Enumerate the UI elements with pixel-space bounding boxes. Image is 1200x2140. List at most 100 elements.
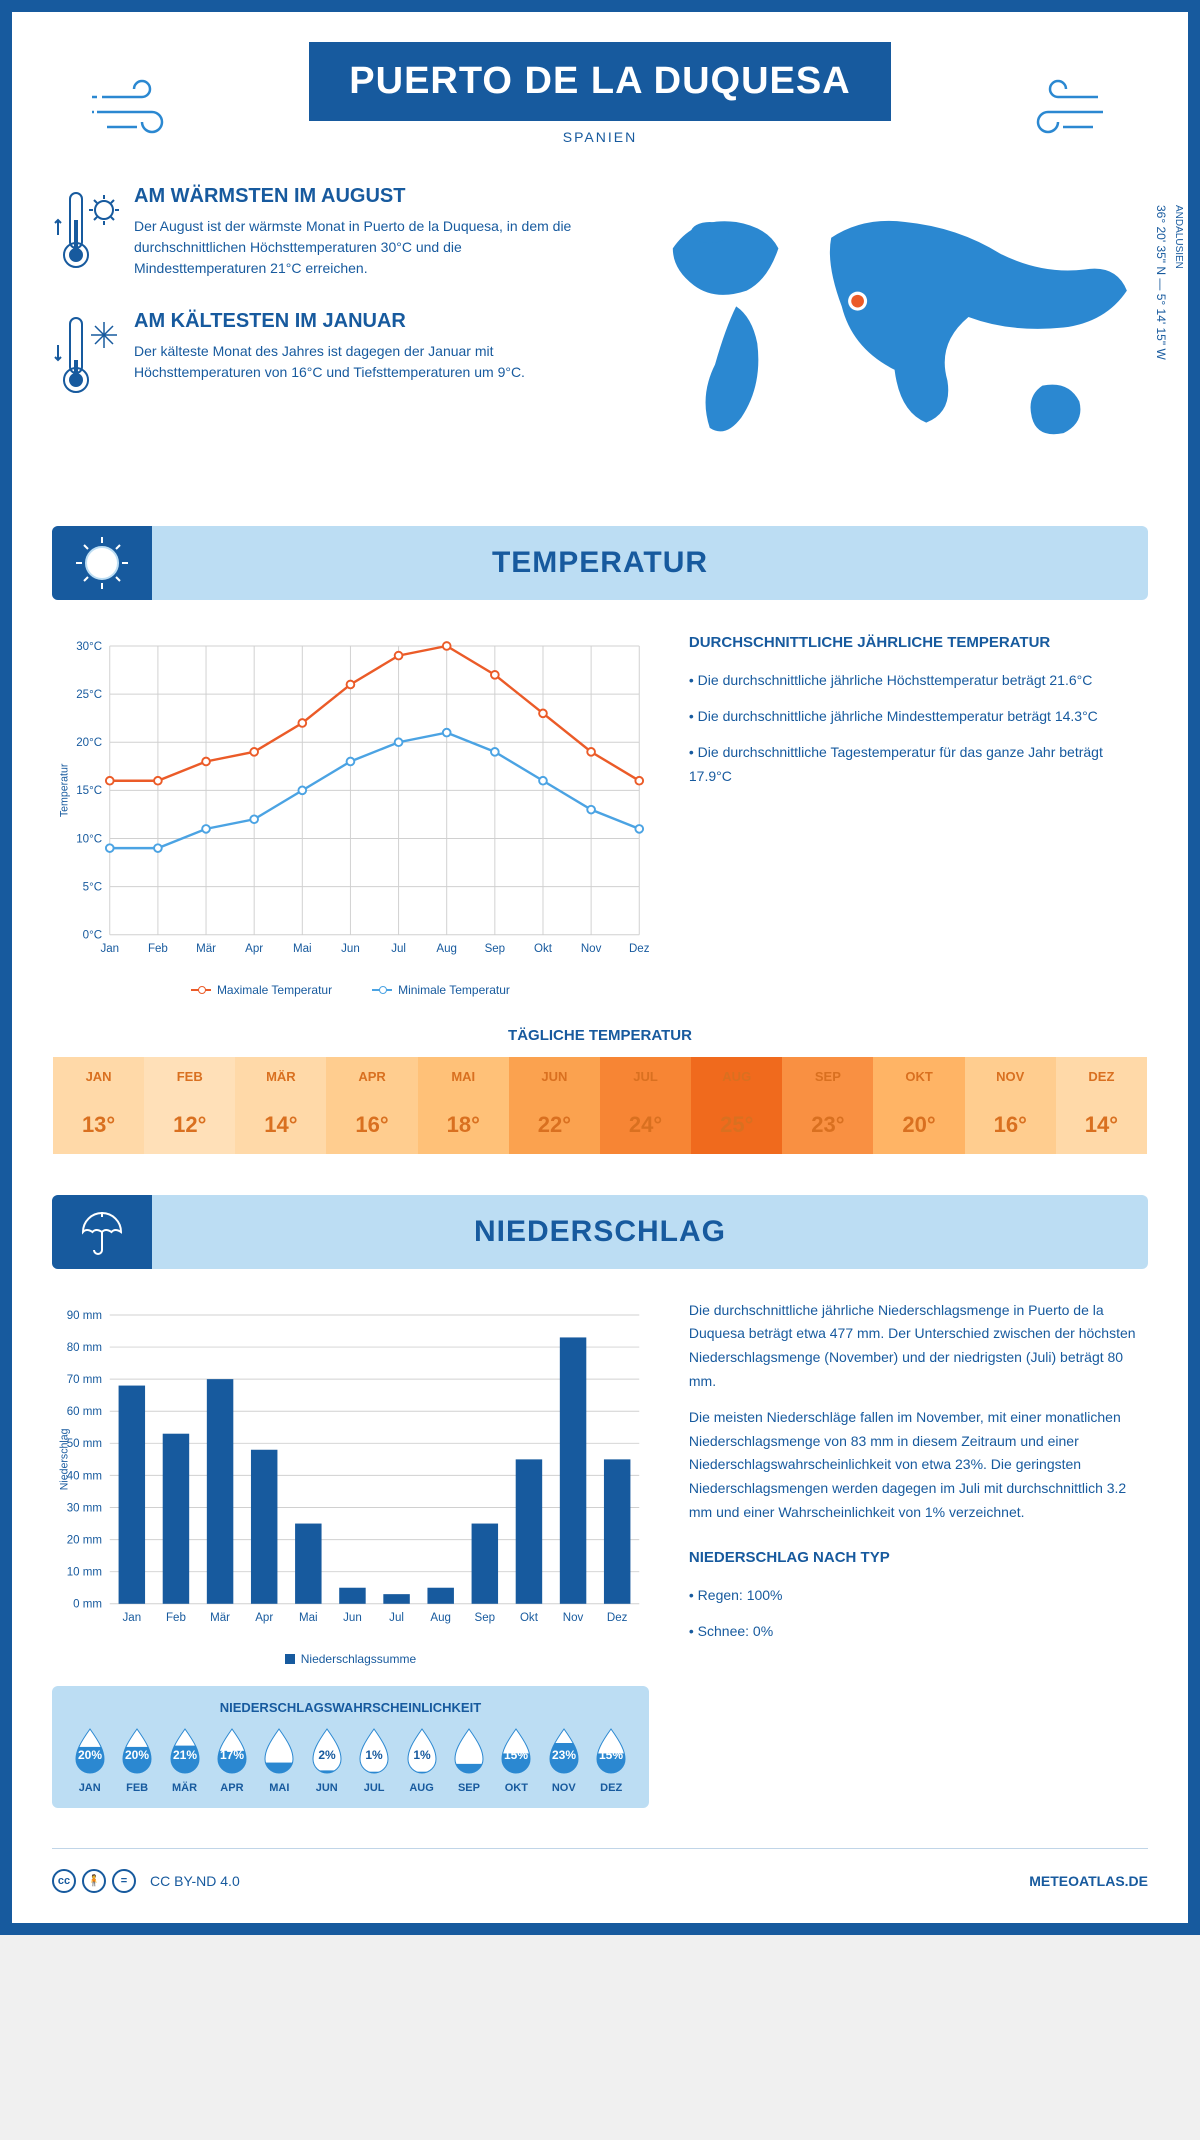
svg-text:1%: 1% xyxy=(413,1748,431,1762)
temp-bullet: • Die durchschnittliche jährliche Höchst… xyxy=(689,669,1148,693)
by-icon: 🧍 xyxy=(82,1869,106,1893)
temperature-section-header: TEMPERATUR xyxy=(52,526,1148,600)
coordinates: 36° 20' 35" N — 5° 14' 15" W xyxy=(1154,205,1168,360)
precip-drop: 7% SEP xyxy=(449,1725,489,1794)
svg-text:Jan: Jan xyxy=(100,943,119,955)
svg-text:20%: 20% xyxy=(125,1748,149,1762)
svg-text:Jul: Jul xyxy=(389,1612,404,1624)
svg-text:Feb: Feb xyxy=(148,943,168,955)
precip-drop: 17% APR xyxy=(212,1725,252,1794)
temperature-title: TEMPERATUR xyxy=(72,546,1128,580)
svg-text:21%: 21% xyxy=(173,1748,197,1762)
svg-text:Aug: Aug xyxy=(430,1612,451,1624)
svg-text:8%: 8% xyxy=(271,1748,289,1762)
nd-icon: = xyxy=(112,1869,136,1893)
warmest-title: AM WÄRMSTEN IM AUGUST xyxy=(134,185,580,208)
warmest-text: Der August ist der wärmste Monat in Puer… xyxy=(134,216,580,279)
svg-text:Jul: Jul xyxy=(391,943,406,955)
svg-text:90 mm: 90 mm xyxy=(67,1309,102,1321)
svg-text:Dez: Dez xyxy=(607,1612,628,1624)
svg-text:Sep: Sep xyxy=(485,943,506,955)
svg-text:Dez: Dez xyxy=(629,943,649,955)
svg-text:Apr: Apr xyxy=(245,943,263,955)
thermometer-cold-icon xyxy=(52,310,122,400)
precip-prob-title: NIEDERSCHLAGSWAHRSCHEINLICHKEIT xyxy=(66,1700,635,1715)
page-title: PUERTO DE LA DUQUESA xyxy=(349,60,850,103)
bar-legend-label: Niederschlagssumme xyxy=(301,1652,416,1666)
temp-text-title: DURCHSCHNITTLICHE JÄHRLICHE TEMPERATUR xyxy=(689,630,1148,656)
precip-section-header: NIEDERSCHLAG xyxy=(52,1195,1148,1269)
svg-text:30°C: 30°C xyxy=(76,640,102,652)
svg-text:50 mm: 50 mm xyxy=(67,1438,102,1450)
world-map xyxy=(620,185,1148,481)
temp-bullet: • Die durchschnittliche jährliche Mindes… xyxy=(689,705,1148,729)
svg-text:Nov: Nov xyxy=(581,943,602,955)
precip-type-snow: • Schnee: 0% xyxy=(689,1620,1148,1644)
precip-drop: 15% OKT xyxy=(496,1725,536,1794)
wind-icon xyxy=(92,72,192,142)
svg-text:Sep: Sep xyxy=(475,1612,496,1624)
line-chart-legend: .legend-swatch[style*='#eb5b28']::after{… xyxy=(52,983,649,997)
svg-text:Jan: Jan xyxy=(123,1612,142,1624)
precip-drop: 21% MÄR xyxy=(165,1725,205,1794)
svg-text:70 mm: 70 mm xyxy=(67,1374,102,1386)
precip-drop: 20% FEB xyxy=(117,1725,157,1794)
svg-text:30 mm: 30 mm xyxy=(67,1502,102,1514)
precip-type-rain: • Regen: 100% xyxy=(689,1584,1148,1608)
region-label: ANDALUSIEN xyxy=(1173,205,1184,269)
precip-drop: 1% AUG xyxy=(402,1725,442,1794)
svg-text:Mai: Mai xyxy=(299,1612,318,1624)
precip-text: Die meisten Niederschläge fallen im Nove… xyxy=(689,1406,1148,1525)
svg-text:Feb: Feb xyxy=(166,1612,186,1624)
temp-bullet: • Die durchschnittliche Tagestemperatur … xyxy=(689,741,1148,789)
svg-text:Apr: Apr xyxy=(255,1612,273,1624)
svg-text:10 mm: 10 mm xyxy=(67,1566,102,1578)
cc-icon: cc xyxy=(52,1869,76,1893)
svg-text:40 mm: 40 mm xyxy=(67,1470,102,1482)
svg-text:Temperatur: Temperatur xyxy=(58,763,70,817)
precip-drop: 1% JUL xyxy=(354,1725,394,1794)
precip-drop: 2% JUN xyxy=(307,1725,347,1794)
precip-drop: 23% NOV xyxy=(544,1725,584,1794)
svg-text:2%: 2% xyxy=(318,1748,336,1762)
umbrella-icon xyxy=(75,1204,130,1259)
daily-temp-table: JANFEBMÄRAPRMAIJUNJULAUGSEPOKTNOVDEZ13°1… xyxy=(52,1056,1148,1155)
svg-text:15%: 15% xyxy=(504,1748,528,1762)
svg-text:17%: 17% xyxy=(220,1748,244,1762)
svg-text:20°C: 20°C xyxy=(76,737,102,749)
precip-drop: 20% JAN xyxy=(70,1725,110,1794)
svg-text:1%: 1% xyxy=(365,1748,383,1762)
svg-text:20 mm: 20 mm xyxy=(67,1534,102,1546)
precip-probability-panel: NIEDERSCHLAGSWAHRSCHEINLICHKEIT 20% JAN … xyxy=(52,1686,649,1808)
svg-text:Niederschlag: Niederschlag xyxy=(58,1428,70,1490)
svg-text:15°C: 15°C xyxy=(76,785,102,797)
svg-text:Okt: Okt xyxy=(520,1612,539,1624)
svg-text:15%: 15% xyxy=(599,1748,623,1762)
coldest-block: AM KÄLTESTEN IM JANUAR Der kälteste Mona… xyxy=(52,310,580,405)
svg-text:Mai: Mai xyxy=(293,943,312,955)
svg-text:Mär: Mär xyxy=(196,943,216,955)
title-banner: PUERTO DE LA DUQUESA xyxy=(309,42,890,121)
svg-text:80 mm: 80 mm xyxy=(67,1342,102,1354)
precip-text: Die durchschnittliche jährliche Niedersc… xyxy=(689,1299,1148,1394)
svg-text:Mär: Mär xyxy=(210,1612,230,1624)
svg-text:Nov: Nov xyxy=(563,1612,584,1624)
precip-bar-chart: 0 mm10 mm20 mm30 mm40 mm50 mm60 mm70 mm8… xyxy=(52,1299,649,1639)
bar-chart-legend: Niederschlagssumme xyxy=(52,1652,649,1666)
precip-drop: 8% MAI xyxy=(259,1725,299,1794)
svg-text:5°C: 5°C xyxy=(83,881,102,893)
svg-text:10°C: 10°C xyxy=(76,833,102,845)
daily-temp-title: TÄGLICHE TEMPERATUR xyxy=(52,1027,1148,1044)
svg-text:23%: 23% xyxy=(552,1748,576,1762)
svg-text:25°C: 25°C xyxy=(76,689,102,701)
wind-icon xyxy=(1008,72,1108,142)
svg-text:7%: 7% xyxy=(460,1748,478,1762)
svg-text:20%: 20% xyxy=(78,1748,102,1762)
temperature-line-chart: 0°C 5°C 10°C 15°C 20°C 25°C 30°C Jan Feb Mär Apr Ma… xyxy=(52,630,649,970)
license-label: CC BY-ND 4.0 xyxy=(150,1873,240,1889)
svg-text:Aug: Aug xyxy=(436,943,457,955)
svg-text:0°C: 0°C xyxy=(83,929,102,941)
thermometer-hot-icon xyxy=(52,185,122,275)
svg-text:0 mm: 0 mm xyxy=(73,1598,102,1610)
warmest-block: AM WÄRMSTEN IM AUGUST Der August ist der… xyxy=(52,185,580,280)
